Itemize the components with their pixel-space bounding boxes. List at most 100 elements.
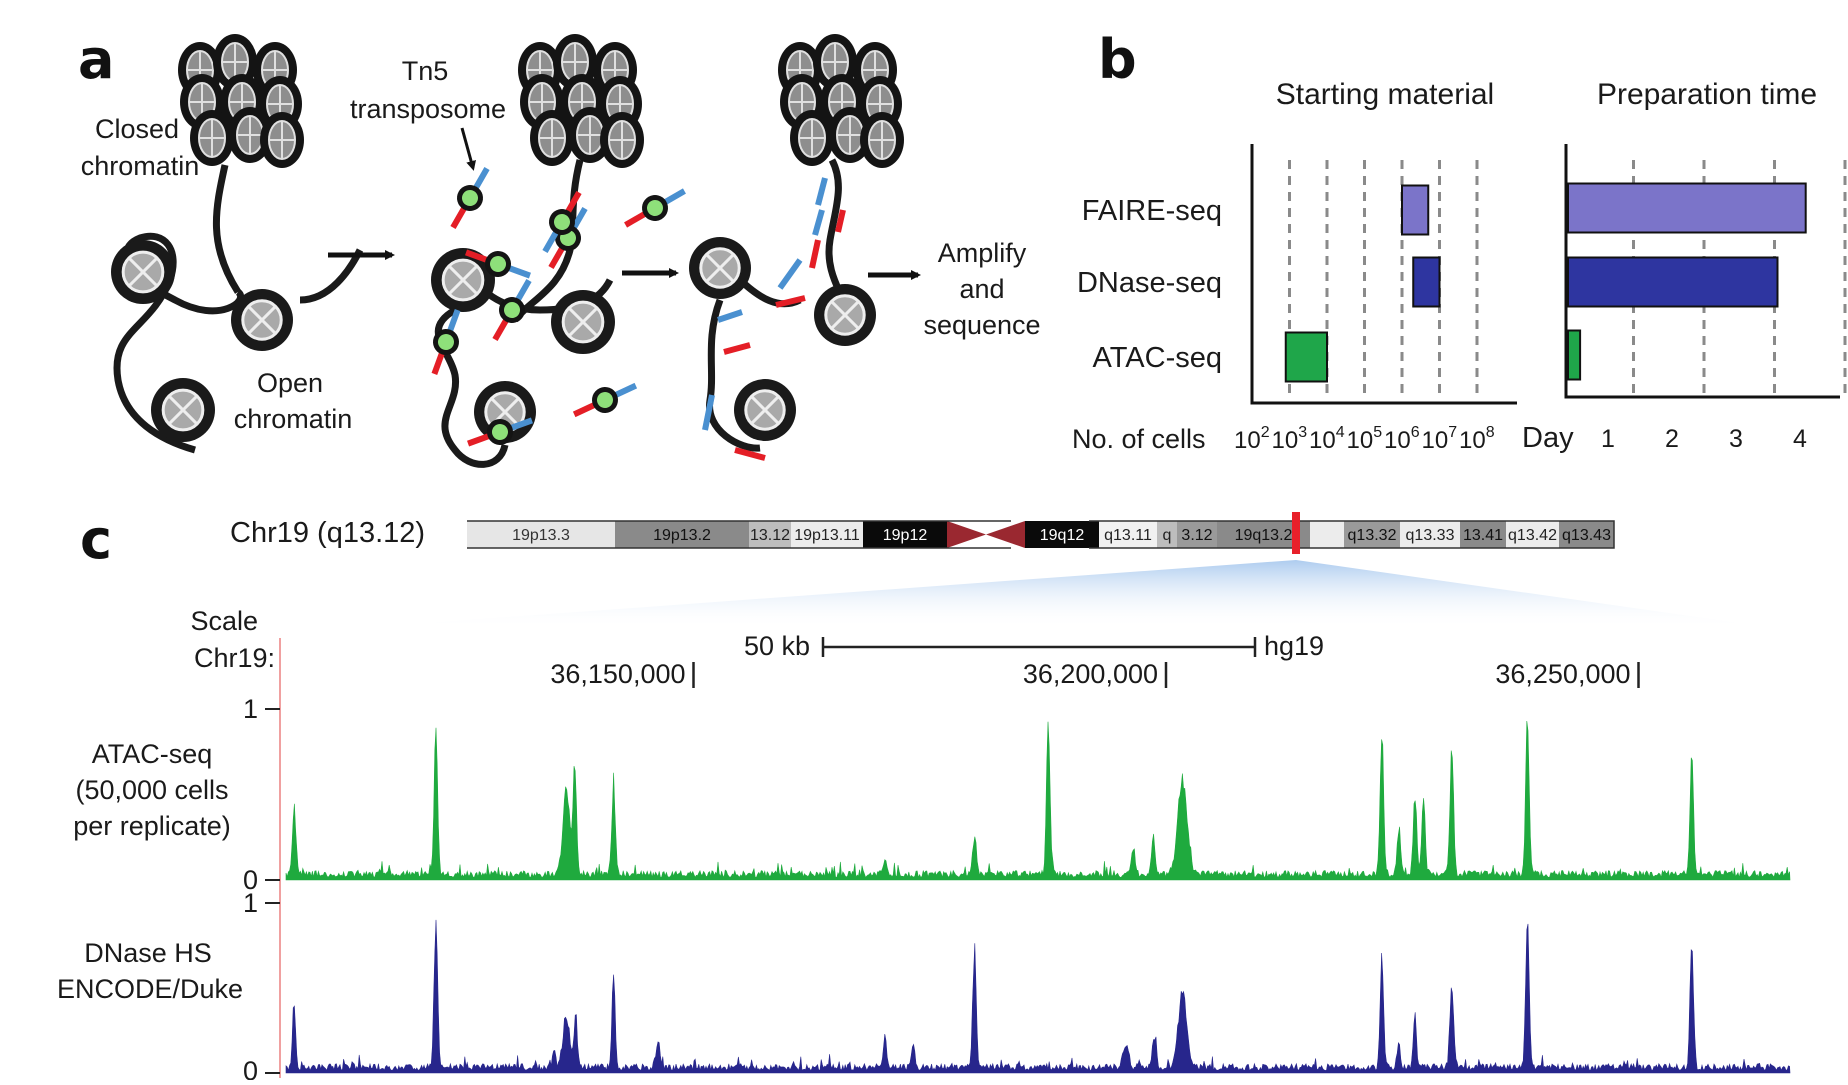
dnase-y-axis: 1 0	[243, 888, 280, 1085]
atac-y-axis: 1 0	[243, 694, 280, 895]
prep-bar-dnase-seq	[1567, 256, 1779, 308]
atac-seq-signal-track	[285, 720, 1791, 881]
band-label: 19p13.11	[794, 527, 860, 544]
cell-tick-label: 108	[1459, 424, 1495, 454]
chromatin-state-3	[689, 34, 904, 461]
cell-tick-label: 104	[1309, 424, 1345, 454]
dna-fragment	[702, 394, 715, 431]
open-chromatin-label-2: chromatin	[234, 404, 353, 434]
band-label: 19p13.2	[653, 527, 711, 544]
scale-label: Scale	[190, 606, 258, 636]
amplify-label-2: and	[959, 274, 1004, 304]
dna-fragment	[734, 447, 766, 461]
panel-b-label: b	[1098, 28, 1137, 91]
starting-bar-faire-seq	[1401, 184, 1430, 236]
band-label: q13.43	[1562, 527, 1611, 544]
closed-nucleosome	[190, 110, 234, 166]
chromosome-band	[1344, 521, 1400, 548]
chromosome-band	[1559, 521, 1614, 548]
nucleosome-open	[551, 290, 615, 354]
band-label: 19q12	[1040, 527, 1085, 544]
coordinate-label: 36,250,000	[1495, 659, 1630, 689]
category-labels: FAIRE-seq DNase-seq ATAC-seq	[1077, 195, 1222, 374]
starting-bar-atac-seq	[1284, 331, 1328, 383]
starting-bar-dnase-seq	[1412, 256, 1441, 308]
closed-nucleosome	[530, 110, 574, 166]
dna-fragment	[777, 258, 803, 290]
dna-strand	[113, 232, 245, 454]
dnase-y-max: 1	[243, 888, 258, 918]
day-tick-label: 3	[1729, 425, 1743, 453]
dnase-track-label-1: DNase HS	[84, 938, 212, 968]
scale-bar-label: 50 kb	[744, 631, 810, 661]
day-ticks: 1 2 3 4	[1601, 425, 1807, 453]
dnase-y-min: 0	[243, 1056, 258, 1080]
nucleosome-open	[689, 237, 751, 299]
panel-c: c Chr19 (q13.12) 19p13.3 19p13.2 13.12 19p1…	[57, 508, 1791, 1085]
chromosome-band	[1506, 521, 1559, 548]
tagged-fragments	[702, 177, 846, 461]
axes	[1564, 144, 1840, 399]
panel-a-label: a	[78, 28, 114, 91]
tn5-transposome	[572, 382, 638, 418]
tn5-transposome	[431, 309, 461, 375]
coordinate-label: 36,150,000	[550, 659, 685, 689]
band-label: q	[1163, 527, 1172, 544]
chromosome-band	[749, 521, 791, 548]
dna-fragment	[815, 177, 828, 206]
chromosome-band	[615, 521, 749, 548]
day-axis-label: Day	[1522, 422, 1574, 454]
closed-chromatin-label-1: Closed	[95, 114, 179, 144]
cell-ticks: 102 103 104 105 106 107 108	[1234, 424, 1495, 454]
band-label: q13.33	[1406, 527, 1455, 544]
coordinate-label: 36,200,000	[1023, 659, 1158, 689]
day-tick-label: 4	[1793, 425, 1807, 453]
centromere	[947, 521, 986, 548]
category-label: FAIRE-seq	[1082, 195, 1222, 227]
tn5-transposome	[465, 249, 531, 279]
closed-nucleosome	[600, 112, 644, 168]
assembly-label: hg19	[1264, 631, 1324, 661]
atac-y-max: 1	[243, 694, 258, 724]
chromosome-band	[1400, 521, 1460, 548]
chromosome-band	[467, 521, 615, 548]
tn5-transposome	[492, 279, 532, 341]
dnase-track-label-2: ENCODE/Duke	[57, 974, 243, 1004]
band-label: 13.41	[1463, 527, 1503, 544]
open-chromatin-label-1: Open	[257, 368, 323, 398]
atac-y-min: 0	[243, 865, 258, 895]
day-tick-label: 2	[1665, 425, 1679, 453]
chromosome-band	[791, 521, 863, 548]
tn5-transposome	[467, 417, 533, 447]
bars	[1567, 182, 1807, 381]
band-label: 3.12	[1181, 527, 1212, 544]
preparation-time-chart: Day 1 2 3 4	[1522, 144, 1847, 454]
nucleosome-open	[734, 379, 796, 441]
cell-tick-label: 103	[1272, 424, 1308, 454]
dna-fragment	[812, 209, 825, 236]
cells-axis-label: No. of cells	[1072, 424, 1206, 454]
closed-nucleosome	[228, 107, 272, 163]
chromosome-band	[1310, 521, 1344, 548]
dna-fragment	[723, 342, 751, 355]
panel-a: a Closed chromatin Open chromatin Tn5	[78, 28, 1041, 468]
nucleosome-open	[231, 289, 293, 351]
dna-fragment	[835, 209, 846, 233]
cell-tick-label: 107	[1422, 424, 1458, 454]
dna-fragment	[809, 239, 821, 269]
starting-material-title: Starting material	[1276, 78, 1494, 111]
preparation-time-title: Preparation time	[1597, 78, 1817, 111]
chromosome-ideogram: 19p13.3 19p13.2 13.12 19p13.11 19p12 19q12 q13…	[467, 520, 1615, 549]
category-label: DNase-seq	[1077, 267, 1222, 299]
axes	[1250, 144, 1517, 405]
band-label: 19p13.3	[512, 527, 570, 544]
panel-c-label: c	[80, 508, 112, 571]
amplify-label-3: sequence	[923, 310, 1040, 340]
coordinate-ticks: 36,150,000 36,200,000 36,250,000	[550, 659, 1640, 689]
tn5-transposome-group	[431, 167, 686, 447]
closed-chromatin-cluster	[178, 34, 304, 168]
bars	[1284, 184, 1441, 383]
tn5-transposome	[624, 188, 686, 228]
band-label: 13.12	[750, 527, 790, 544]
